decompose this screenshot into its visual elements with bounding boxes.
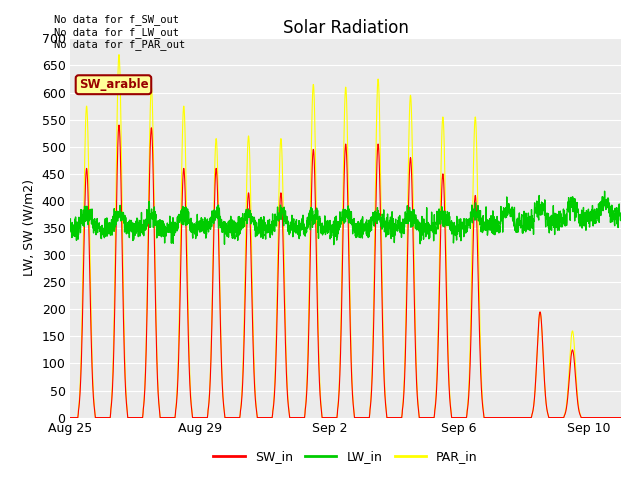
Text: SW_arable: SW_arable [79,78,148,91]
Text: No data for f_SW_out
No data for f_LW_out
No data for f_PAR_out: No data for f_SW_out No data for f_LW_ou… [54,14,186,50]
Legend: SW_in, LW_in, PAR_in: SW_in, LW_in, PAR_in [209,445,483,468]
Y-axis label: LW, SW (W/m2): LW, SW (W/m2) [23,180,36,276]
Title: Solar Radiation: Solar Radiation [283,19,408,37]
